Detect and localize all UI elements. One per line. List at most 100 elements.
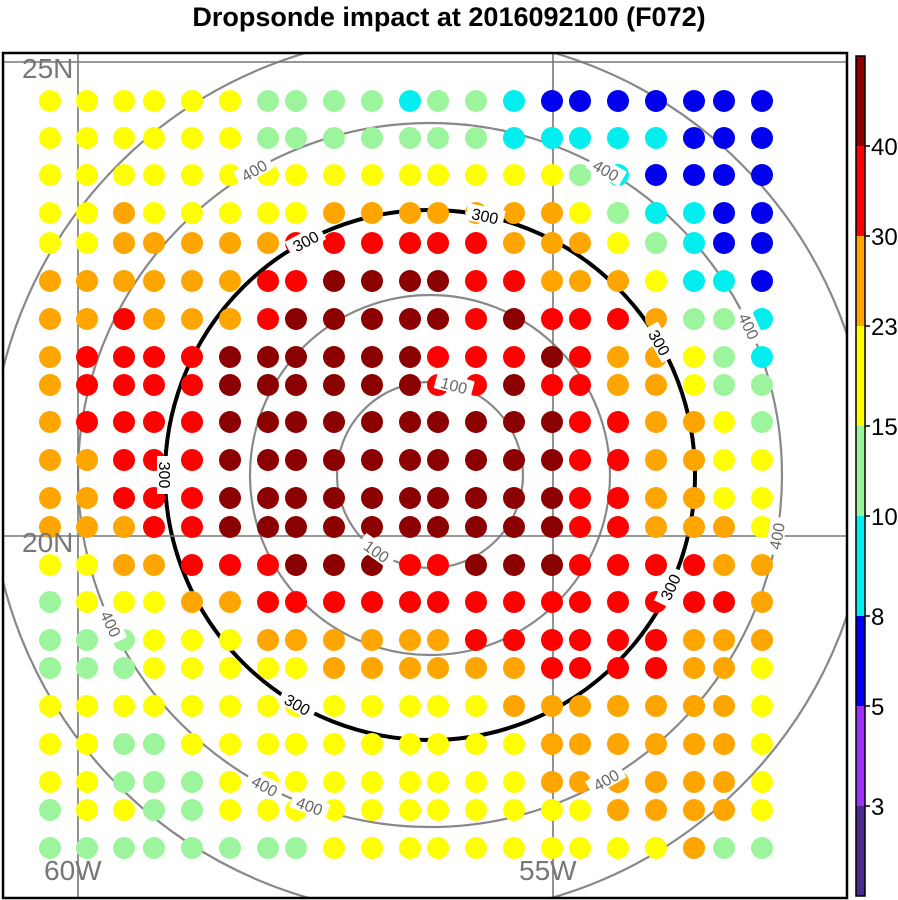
impact-dot bbox=[39, 308, 61, 330]
impact-dot bbox=[323, 127, 345, 149]
impact-dot bbox=[143, 695, 165, 717]
impact-dot bbox=[645, 308, 667, 330]
impact-dot bbox=[219, 202, 241, 224]
impact-dot bbox=[285, 487, 307, 509]
impact-dot bbox=[113, 657, 135, 679]
impact-dot bbox=[465, 629, 487, 651]
impact-dot bbox=[503, 270, 525, 292]
impact-dot bbox=[257, 733, 279, 755]
impact-dot bbox=[361, 346, 383, 368]
impact-dot bbox=[645, 90, 667, 112]
impact-dot bbox=[427, 629, 449, 651]
impact-dot bbox=[285, 411, 307, 433]
impact-dot bbox=[751, 695, 773, 717]
impact-dot bbox=[399, 270, 421, 292]
impact-dot bbox=[143, 591, 165, 613]
impact-dot bbox=[285, 90, 307, 112]
impact-dot bbox=[683, 733, 705, 755]
impact-dot bbox=[181, 449, 203, 471]
impact-dot bbox=[113, 164, 135, 186]
impact-dot bbox=[569, 164, 591, 186]
impact-dot bbox=[399, 799, 421, 821]
impact-dot bbox=[39, 374, 61, 396]
impact-dot bbox=[427, 487, 449, 509]
impact-dot bbox=[427, 516, 449, 538]
impact-dot bbox=[113, 127, 135, 149]
impact-dot bbox=[257, 411, 279, 433]
impact-dot bbox=[181, 90, 203, 112]
impact-dot bbox=[76, 591, 98, 613]
impact-dot bbox=[399, 837, 421, 859]
impact-dot bbox=[713, 516, 735, 538]
impact-dot bbox=[645, 127, 667, 149]
impact-dot bbox=[607, 346, 629, 368]
impact-dot bbox=[76, 202, 98, 224]
impact-dot bbox=[607, 516, 629, 538]
impact-dot bbox=[219, 487, 241, 509]
impact-dot bbox=[503, 374, 525, 396]
impact-dot bbox=[113, 695, 135, 717]
impact-dot bbox=[607, 411, 629, 433]
impact-dot bbox=[76, 127, 98, 149]
impact-dot bbox=[219, 771, 241, 793]
impact-dot bbox=[683, 837, 705, 859]
impact-dot bbox=[645, 629, 667, 651]
impact-dot bbox=[39, 449, 61, 471]
impact-dot bbox=[607, 733, 629, 755]
impact-dot bbox=[503, 232, 525, 254]
impact-dot bbox=[713, 270, 735, 292]
colorbar-segment bbox=[856, 706, 865, 806]
impact-dot bbox=[181, 837, 203, 859]
impact-dot bbox=[713, 487, 735, 509]
impact-dot bbox=[751, 657, 773, 679]
impact-dot bbox=[399, 374, 421, 396]
impact-dot bbox=[285, 657, 307, 679]
impact-dot bbox=[143, 308, 165, 330]
impact-dot bbox=[361, 516, 383, 538]
impact-dot bbox=[683, 374, 705, 396]
impact-dot bbox=[219, 346, 241, 368]
impact-dot bbox=[285, 270, 307, 292]
impact-dot bbox=[219, 308, 241, 330]
impact-dot bbox=[181, 374, 203, 396]
impact-dot bbox=[113, 308, 135, 330]
impact-dot bbox=[257, 695, 279, 717]
impact-dot bbox=[323, 202, 345, 224]
impact-dot bbox=[427, 799, 449, 821]
impact-dot bbox=[465, 308, 487, 330]
impact-dot bbox=[713, 657, 735, 679]
impact-dot bbox=[541, 346, 563, 368]
impact-dot bbox=[323, 449, 345, 471]
impact-dot bbox=[76, 733, 98, 755]
lon-label-60w: 60W bbox=[44, 855, 102, 886]
impact-dot bbox=[39, 127, 61, 149]
impact-dot bbox=[465, 90, 487, 112]
impact-dot bbox=[361, 232, 383, 254]
lon-label-55w: 55W bbox=[519, 855, 577, 886]
impact-dot bbox=[645, 695, 667, 717]
impact-dot bbox=[645, 270, 667, 292]
impact-dot bbox=[541, 127, 563, 149]
impact-dot bbox=[323, 411, 345, 433]
impact-dot bbox=[113, 733, 135, 755]
impact-dot bbox=[541, 90, 563, 112]
impact-dot bbox=[143, 127, 165, 149]
impact-dot bbox=[541, 554, 563, 576]
impact-dot bbox=[113, 487, 135, 509]
impact-dot bbox=[361, 591, 383, 613]
impact-dot bbox=[219, 374, 241, 396]
impact-dot bbox=[39, 591, 61, 613]
impact-dot bbox=[569, 516, 591, 538]
impact-dot bbox=[541, 516, 563, 538]
impact-dot bbox=[427, 90, 449, 112]
impact-dot bbox=[323, 346, 345, 368]
impact-dot bbox=[323, 487, 345, 509]
contour-label: 300 bbox=[470, 206, 500, 228]
impact-dot bbox=[143, 799, 165, 821]
impact-dot bbox=[143, 346, 165, 368]
impact-dot bbox=[257, 202, 279, 224]
impact-dot bbox=[219, 695, 241, 717]
impact-dot bbox=[361, 733, 383, 755]
impact-dot bbox=[399, 449, 421, 471]
